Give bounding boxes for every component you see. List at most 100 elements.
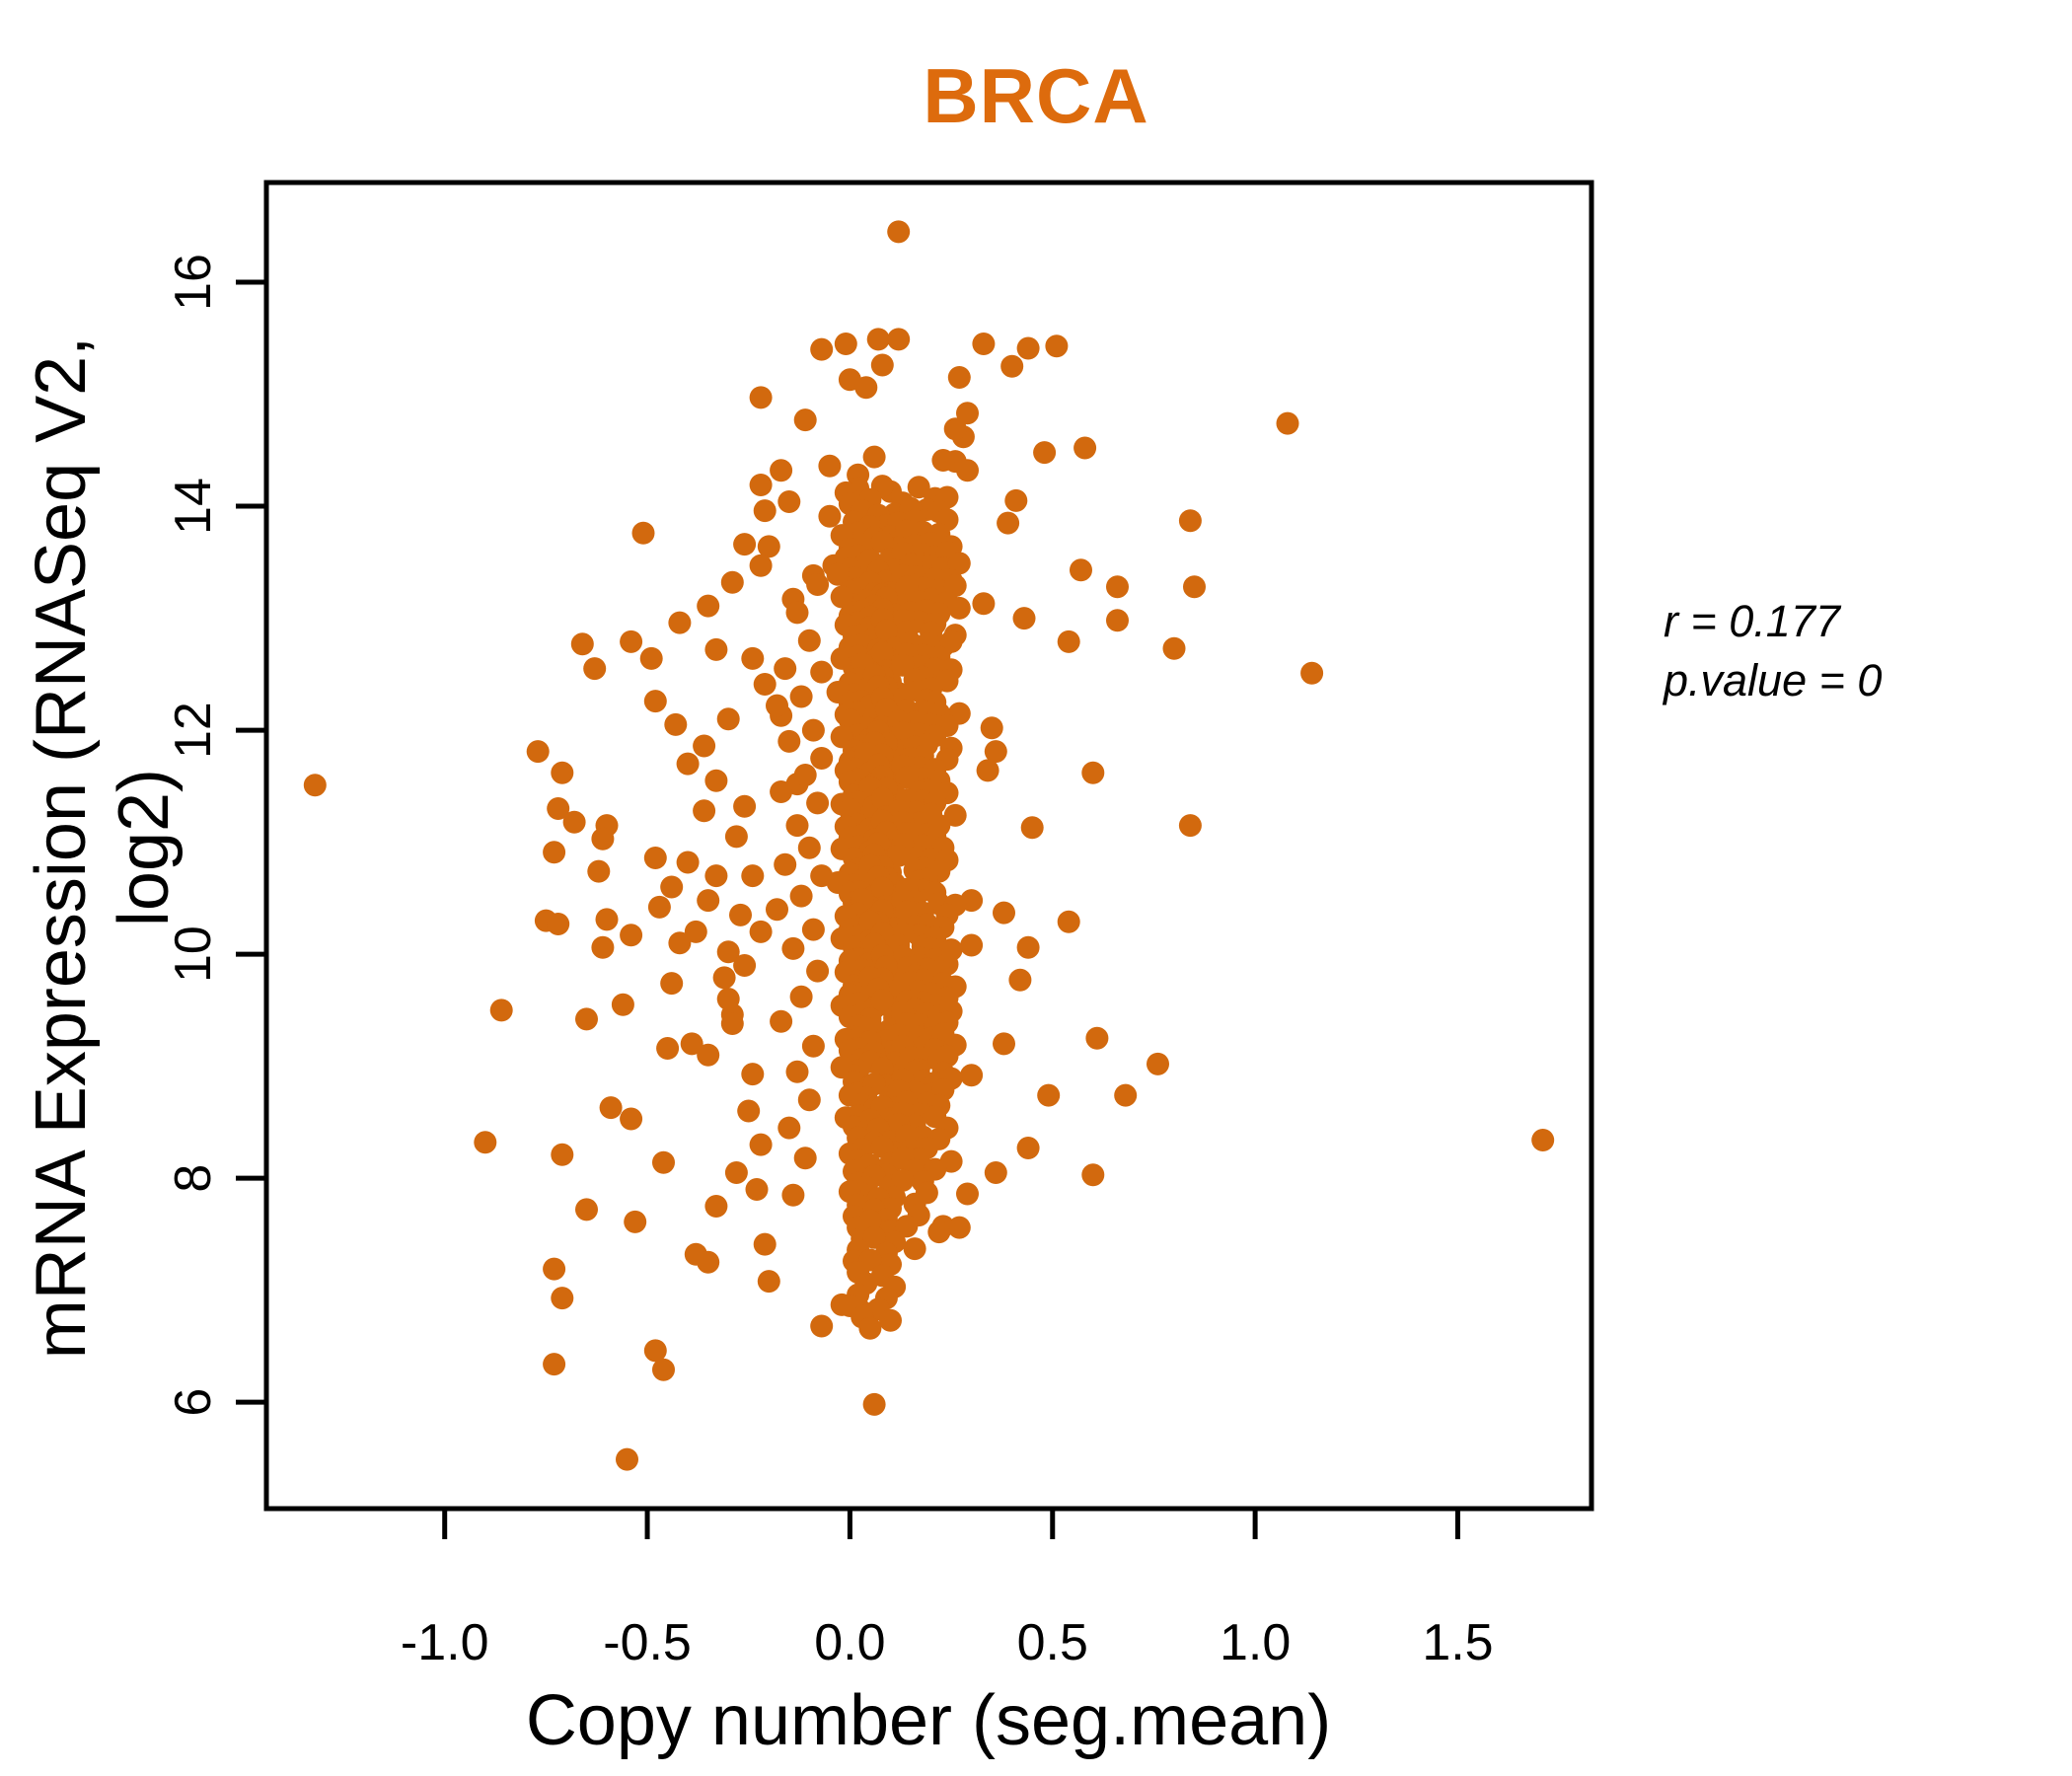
data-point (789, 985, 813, 1008)
data-point (870, 641, 894, 665)
data-point (704, 1195, 728, 1218)
data-point (777, 490, 801, 513)
data-point (1037, 1083, 1061, 1107)
data-point (801, 1034, 825, 1058)
data-point (620, 924, 643, 947)
data-point (1004, 488, 1028, 512)
data-point (303, 774, 327, 797)
data-point (753, 499, 777, 523)
data-point (806, 573, 830, 596)
data-point (551, 761, 574, 784)
data-point (668, 611, 692, 634)
data-point (1033, 441, 1057, 465)
data-point (826, 562, 850, 586)
data-point (984, 1161, 1007, 1184)
data-point (1081, 1163, 1105, 1187)
data-point (639, 646, 663, 670)
data-point (810, 337, 834, 361)
data-point (976, 759, 999, 782)
data-point (749, 474, 773, 496)
data-point (753, 1232, 777, 1256)
data-point (943, 574, 967, 598)
data-point (745, 1178, 769, 1201)
data-point (956, 459, 979, 482)
data-point (770, 459, 793, 482)
data-point (733, 794, 757, 818)
data-point (947, 552, 971, 575)
data-point (624, 1210, 647, 1233)
data-point (801, 718, 825, 742)
data-point (749, 1133, 773, 1156)
data-point (749, 554, 773, 577)
data-point (676, 752, 700, 776)
data-point (680, 1032, 703, 1056)
data-point (1162, 636, 1186, 660)
data-point (1276, 411, 1299, 435)
data-point (616, 1447, 638, 1471)
data-point (766, 898, 788, 922)
data-point (785, 601, 809, 625)
data-point (1000, 354, 1024, 378)
data-point (947, 596, 971, 620)
data-point (870, 786, 894, 810)
y-tick-label: 14 (165, 478, 222, 535)
y-tick-label: 10 (165, 925, 222, 983)
data-point (960, 933, 984, 957)
data-point (643, 847, 667, 869)
data-point (939, 629, 963, 653)
data-point (595, 908, 619, 931)
data-point (947, 1216, 971, 1239)
data-point (1106, 609, 1129, 632)
x-tick-label: 1.0 (1220, 1614, 1291, 1671)
data-point (1531, 1129, 1555, 1151)
y-axis-label: mRNA Expression (RNASeq V2, log2) (22, 335, 184, 1360)
data-point (770, 1009, 793, 1033)
data-point (697, 889, 720, 913)
data-point (729, 903, 752, 926)
data-point (789, 685, 813, 708)
data-point (1008, 968, 1032, 992)
data-point (684, 920, 707, 943)
data-point (668, 931, 692, 955)
data-point (781, 1183, 805, 1207)
data-point (562, 810, 586, 834)
data-point (993, 901, 1015, 925)
data-point (712, 966, 736, 990)
data-point (1183, 575, 1206, 599)
data-point (777, 1116, 801, 1140)
data-point (570, 632, 594, 656)
data-point (1016, 935, 1040, 959)
data-point (785, 814, 809, 838)
data-point (737, 1099, 761, 1123)
data-point (781, 936, 805, 960)
data-point (575, 1007, 598, 1031)
y-tick-label: 16 (165, 254, 222, 311)
data-point (793, 1147, 817, 1170)
data-point (664, 712, 688, 736)
data-point (647, 895, 671, 919)
annotation-r-line: r = 0.177 (1664, 596, 1840, 646)
data-point (697, 1043, 720, 1067)
data-point (543, 841, 566, 864)
data-point (716, 707, 740, 731)
data-point (1073, 436, 1097, 460)
data-point (551, 1287, 574, 1310)
data-point (643, 690, 667, 713)
data-point (810, 1314, 834, 1338)
x-tick-label: -1.0 (401, 1614, 489, 1671)
data-point (1070, 558, 1092, 582)
data-point (551, 1143, 574, 1166)
data-point (724, 1161, 748, 1184)
data-point (1085, 1026, 1109, 1050)
data-point (956, 402, 979, 425)
data-point (697, 1250, 720, 1274)
x-tick-label: -0.5 (603, 1614, 692, 1671)
data-point (793, 764, 817, 786)
data-point (1178, 814, 1202, 838)
data-point (943, 417, 967, 441)
data-point (818, 504, 842, 528)
data-point (693, 799, 716, 823)
data-point (789, 884, 813, 908)
